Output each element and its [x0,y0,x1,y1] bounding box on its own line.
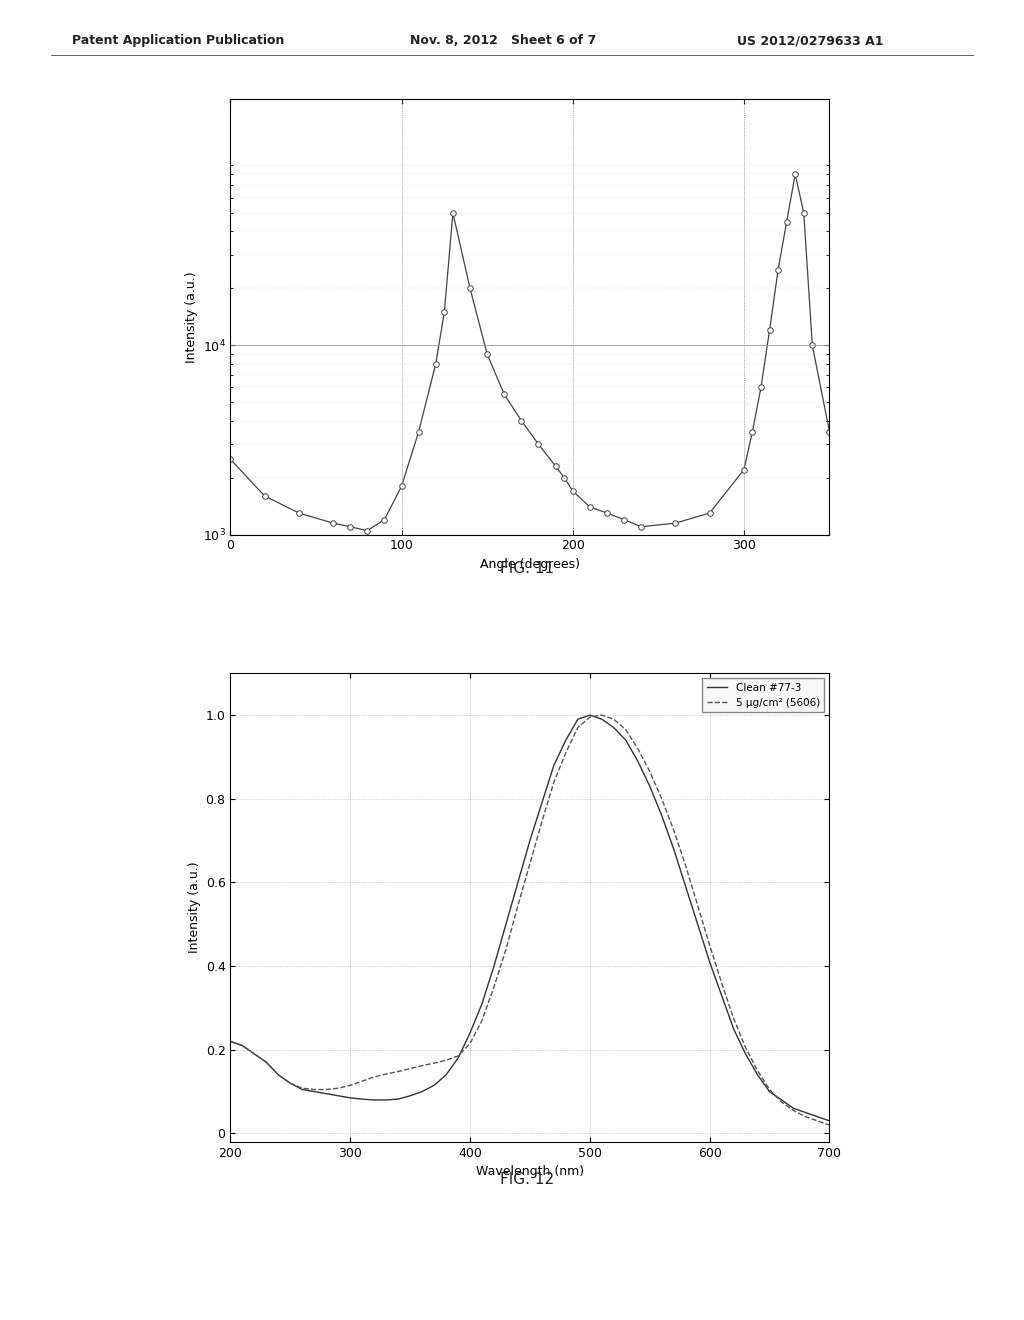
5 μg/cm² (5606) [404,1061,417,1077]
Clean #77-3 [584,708,596,723]
5 μg/cm² (5606) [811,1113,823,1129]
Clean #77-3 [668,841,680,857]
Text: US 2012/0279633 A1: US 2012/0279633 A1 [737,34,884,48]
5 μg/cm² (5606) [668,822,680,838]
5 μg/cm² (5606) [632,741,644,756]
Legend: Clean #77-3, 5 μg/cm² (5606): Clean #77-3, 5 μg/cm² (5606) [702,678,824,711]
5 μg/cm² (5606) [224,1034,237,1049]
Clean #77-3 [224,1034,237,1049]
Text: FIG. 11: FIG. 11 [501,561,554,576]
5 μg/cm² (5606) [416,1057,428,1073]
Clean #77-3 [811,1109,823,1125]
Text: FIG. 12: FIG. 12 [501,1172,554,1187]
X-axis label: Angle (degrees): Angle (degrees) [480,558,580,572]
5 μg/cm² (5606) [823,1117,836,1133]
Y-axis label: Intensity (a.u.): Intensity (a.u.) [188,862,202,953]
5 μg/cm² (5606) [356,1073,369,1089]
Line: Clean #77-3: Clean #77-3 [230,715,829,1121]
Line: 5 μg/cm² (5606): 5 μg/cm² (5606) [230,715,829,1125]
Clean #77-3 [404,1088,417,1104]
Clean #77-3 [823,1113,836,1129]
5 μg/cm² (5606) [596,708,608,723]
Y-axis label: Intensity (a.u.): Intensity (a.u.) [185,271,199,363]
Text: Nov. 8, 2012   Sheet 6 of 7: Nov. 8, 2012 Sheet 6 of 7 [410,34,596,48]
Clean #77-3 [356,1092,369,1107]
Text: Patent Application Publication: Patent Application Publication [72,34,284,48]
Clean #77-3 [416,1084,428,1100]
Clean #77-3 [632,754,644,770]
X-axis label: Wavelength (nm): Wavelength (nm) [476,1166,584,1179]
